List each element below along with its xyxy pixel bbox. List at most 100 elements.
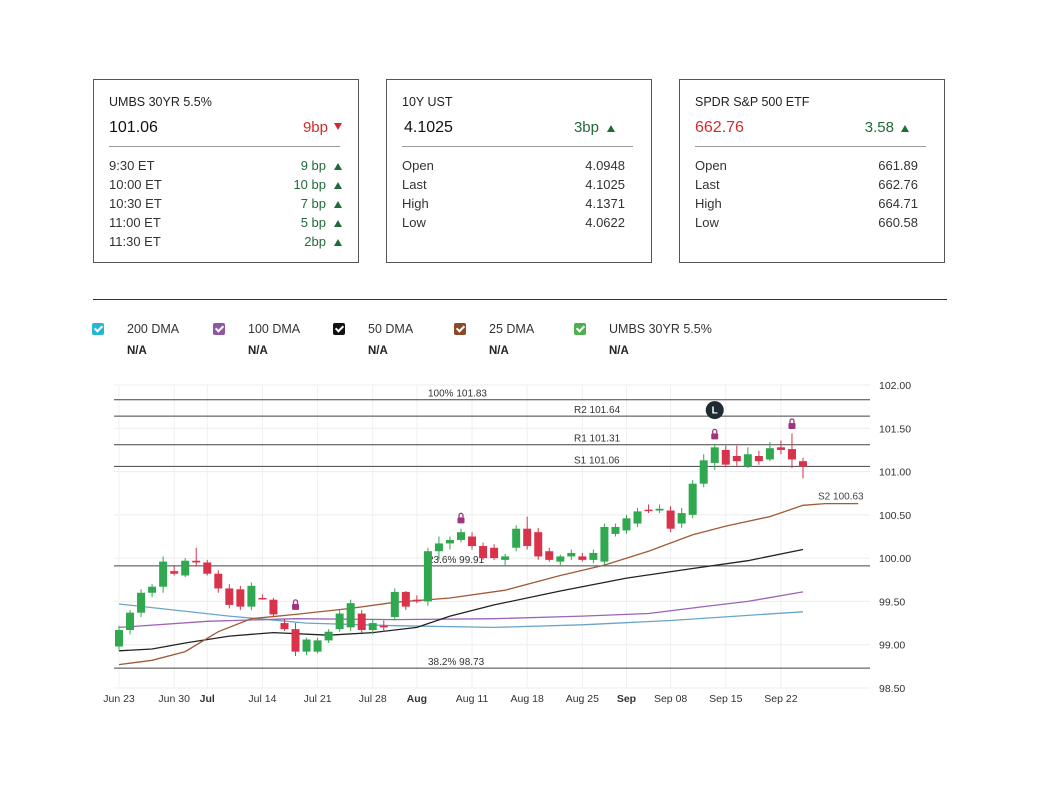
ma-line — [118, 591, 804, 629]
lock-body — [292, 603, 300, 610]
checkbox-icon[interactable] — [333, 323, 345, 335]
candle — [677, 513, 686, 524]
l-marker-label: L — [712, 406, 718, 417]
lock-body — [788, 422, 796, 429]
checkbox-icon[interactable] — [574, 323, 586, 335]
legend-item-umbs[interactable]: UMBS 30YR 5.5% N/A — [574, 321, 734, 361]
candle — [578, 556, 587, 560]
row-label: Low — [695, 215, 719, 230]
arrow-down-icon — [334, 123, 342, 130]
candle — [732, 455, 741, 462]
candle — [280, 623, 289, 630]
candle — [589, 552, 598, 560]
row-label: 11:30 ET — [109, 234, 161, 249]
candle — [148, 586, 157, 593]
list-item: High 4.1371 — [402, 196, 625, 215]
x-tick-label: Aug 25 — [566, 693, 599, 705]
candle — [699, 460, 708, 484]
row-label: High — [402, 196, 429, 211]
row-label: 9:30 ET — [109, 158, 155, 173]
legend-item-100-dma[interactable]: 100 DMA N/A — [213, 321, 333, 361]
x-tick-label: Aug 18 — [511, 693, 544, 705]
ma-line — [118, 502, 859, 666]
candle — [765, 448, 774, 460]
umbs-card: UMBS 30YR 5.5% 101.06 9bp 9:30 ET 9 bp 10… — [93, 79, 359, 263]
legend-label: UMBS 30YR 5.5% — [609, 322, 712, 336]
candle — [512, 528, 521, 548]
level-label: 23.6% 99.91 — [428, 555, 485, 566]
candle — [556, 556, 565, 562]
candle — [126, 612, 135, 630]
row-label: Last — [402, 177, 427, 192]
lock-icon — [788, 418, 796, 429]
y-tick-label: 100.00 — [879, 553, 911, 565]
lock-body — [711, 433, 719, 440]
candle — [534, 532, 543, 557]
row-value: 664.71 — [878, 196, 918, 211]
candle — [501, 556, 510, 560]
candle — [335, 613, 344, 630]
candle — [269, 599, 278, 615]
list-item: 11:30 ET 2bp — [109, 234, 342, 253]
candle — [357, 613, 366, 630]
list-item: Last 4.1025 — [402, 177, 625, 196]
checkbox-icon[interactable] — [454, 323, 466, 335]
arrow-up-icon — [607, 125, 615, 132]
candle — [324, 631, 333, 641]
candle — [379, 625, 388, 628]
candle — [192, 560, 201, 563]
list-item: Low 660.58 — [695, 215, 918, 234]
row-value: 10 bp — [293, 177, 326, 192]
candle — [445, 539, 454, 544]
candle — [236, 589, 245, 607]
legend-value: N/A — [489, 345, 509, 357]
legend-item-200-dma[interactable]: 200 DMA N/A — [92, 321, 212, 361]
candle — [622, 518, 631, 531]
l-marker-icon: L — [705, 401, 724, 420]
divider — [695, 146, 926, 147]
s2-label: S2 100.63 — [818, 492, 864, 503]
x-tick-label: Sep 15 — [709, 693, 742, 705]
legend-label: 200 DMA — [127, 322, 180, 336]
arrow-up-icon — [334, 239, 342, 246]
card-change: 9bp — [302, 119, 328, 136]
section-divider — [93, 299, 947, 300]
candle — [799, 461, 807, 467]
lock-shackle — [789, 418, 795, 423]
lock-icon — [711, 428, 719, 440]
row-value: 661.89 — [878, 158, 918, 173]
list-item: 9:30 ET 9 bp — [109, 158, 342, 177]
x-tick-label: Jul 14 — [248, 693, 276, 705]
checkbox-icon[interactable] — [213, 323, 225, 335]
level-label: R1 101.31 — [574, 434, 621, 445]
lock-icon — [457, 512, 465, 524]
list-item: 10:30 ET 7 bp — [109, 196, 342, 215]
candle — [203, 562, 212, 574]
lock-icon — [292, 599, 300, 610]
legend-item-50-dma[interactable]: 50 DMA N/A — [333, 321, 453, 361]
card-price: 101.06 — [109, 119, 158, 136]
legend-value: N/A — [248, 345, 268, 357]
row-value: 4.0622 — [585, 215, 625, 230]
x-tick-label: Jun 23 — [103, 693, 135, 705]
row-value: 2bp — [304, 234, 326, 249]
legend-label: 50 DMA — [368, 322, 414, 336]
arrow-up-icon — [334, 163, 342, 170]
arrow-up-icon — [901, 125, 909, 132]
checkbox-icon[interactable] — [92, 323, 104, 335]
candle — [214, 573, 223, 589]
level-label: R2 101.64 — [574, 405, 621, 416]
x-tick-label: Jul — [200, 693, 215, 705]
card-price: 662.76 — [695, 119, 744, 136]
row-value: 4.1371 — [585, 196, 625, 211]
divider — [109, 146, 340, 147]
row-value: 4.1025 — [585, 177, 625, 192]
legend-value: N/A — [609, 345, 629, 357]
x-tick-label: Aug 11 — [456, 693, 489, 705]
candle — [776, 447, 785, 450]
card-price: 4.1025 — [404, 119, 453, 136]
legend-item-25-dma[interactable]: 25 DMA N/A — [454, 321, 574, 361]
divider — [402, 146, 633, 147]
card-change: 3.58 — [864, 119, 894, 136]
